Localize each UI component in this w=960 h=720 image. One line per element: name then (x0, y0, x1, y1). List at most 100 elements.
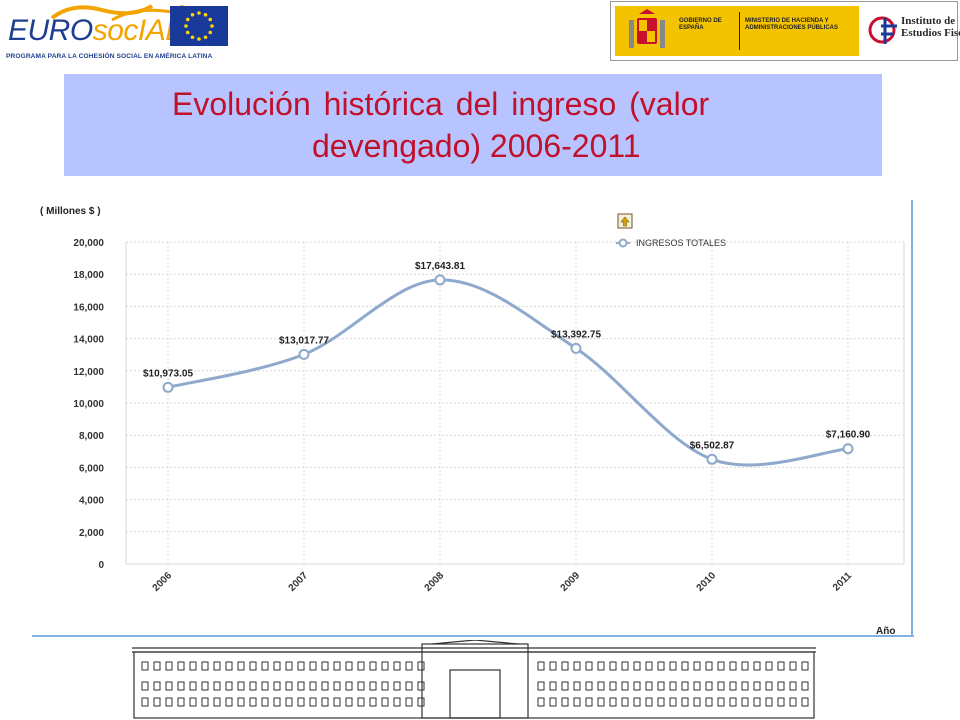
export-icon[interactable] (617, 213, 633, 229)
building-window (645, 681, 653, 691)
building-window (369, 661, 377, 671)
building-window (609, 681, 617, 691)
building-window (789, 697, 797, 707)
building-window (309, 697, 317, 707)
y-tick-label: 12,000 (73, 367, 104, 378)
data-label: $13,017.77 (279, 335, 329, 346)
building-window (777, 661, 785, 671)
building-window (213, 661, 221, 671)
building-window (633, 681, 641, 691)
building-window (249, 697, 257, 707)
building-window (345, 681, 353, 691)
ministerio-label: MINISTERIO DE HACIENDA Y ADMINISTRACIONE… (745, 18, 839, 31)
building-window (537, 681, 545, 691)
building-window (177, 661, 185, 671)
y-tick-label: 18,000 (73, 270, 104, 281)
building-window (621, 661, 629, 671)
building-window (237, 697, 245, 707)
building-window (789, 681, 797, 691)
building-window (285, 661, 293, 671)
building-window (393, 681, 401, 691)
building-window (753, 697, 761, 707)
building-window (333, 661, 341, 671)
building-window (597, 697, 605, 707)
building-window (585, 681, 593, 691)
building-window (405, 661, 413, 671)
building-window (141, 661, 149, 671)
building-window (345, 697, 353, 707)
y-tick-label: 20,000 (73, 238, 104, 249)
gobierno-label: GOBIERNO DE ESPAÑA (679, 18, 722, 31)
building-window (213, 681, 221, 691)
building-window (405, 681, 413, 691)
building-window (717, 681, 725, 691)
eu-star-icon (184, 24, 188, 28)
building-window (393, 661, 401, 671)
building-window (549, 681, 557, 691)
building-window (537, 661, 545, 671)
building-window (741, 697, 749, 707)
building-window (405, 697, 413, 707)
building-window (393, 697, 401, 707)
building-window (573, 661, 581, 671)
building-window (657, 681, 665, 691)
building-window (153, 697, 161, 707)
building-window (201, 697, 209, 707)
building-window (189, 697, 197, 707)
building-window (225, 697, 233, 707)
building-window (741, 661, 749, 671)
building-window (729, 661, 737, 671)
building-window (417, 697, 425, 707)
building-window (729, 681, 737, 691)
building-window (297, 681, 305, 691)
building-window (417, 681, 425, 691)
legend: INGRESOS TOTALES (616, 213, 726, 248)
building-window (765, 697, 773, 707)
building-window (189, 681, 197, 691)
building-window (417, 661, 425, 671)
building-window (141, 697, 149, 707)
building-window (333, 681, 341, 691)
building-window (537, 697, 545, 707)
spain-coat-of-arms-icon (629, 9, 665, 48)
eu-star-icon (208, 30, 213, 35)
building-window (549, 697, 557, 707)
y-axis-label: ( Millones $ ) (40, 206, 101, 217)
eu-star-icon (210, 24, 214, 28)
eurosocial-wordmark: EUROsocIAL (8, 14, 182, 47)
building-window (381, 697, 389, 707)
eu-star-icon (203, 35, 208, 40)
y-tick-label: 6,000 (79, 463, 104, 474)
eu-star-icon (185, 30, 190, 35)
building-window (381, 661, 389, 671)
chart-frame (32, 198, 914, 638)
building-window (621, 681, 629, 691)
building-window (681, 661, 689, 671)
building-window (573, 697, 581, 707)
series-line-ingresos-totales (167, 278, 849, 467)
building-window (621, 697, 629, 707)
building-window (333, 697, 341, 707)
building-window (261, 681, 269, 691)
building-window (801, 661, 809, 671)
building-window (669, 661, 677, 671)
building-window (369, 697, 377, 707)
data-point (298, 348, 310, 360)
slide-title-line-1: Evolución histórica del ingreso (valor (172, 86, 710, 122)
building-window (609, 697, 617, 707)
building-window (561, 681, 569, 691)
building-window (801, 697, 809, 707)
building-window (693, 661, 701, 671)
title-band: Evolución histórica del ingreso (valor d… (64, 74, 882, 176)
building-window (369, 681, 377, 691)
building-window (633, 697, 641, 707)
building-window (657, 697, 665, 707)
building-window (153, 661, 161, 671)
y-tick-label: 14,000 (73, 335, 104, 346)
data-label: $17,643.81 (415, 261, 465, 272)
building-window (237, 681, 245, 691)
building-window (309, 681, 317, 691)
building-window (285, 697, 293, 707)
building-window (273, 661, 281, 671)
building-window (777, 681, 785, 691)
